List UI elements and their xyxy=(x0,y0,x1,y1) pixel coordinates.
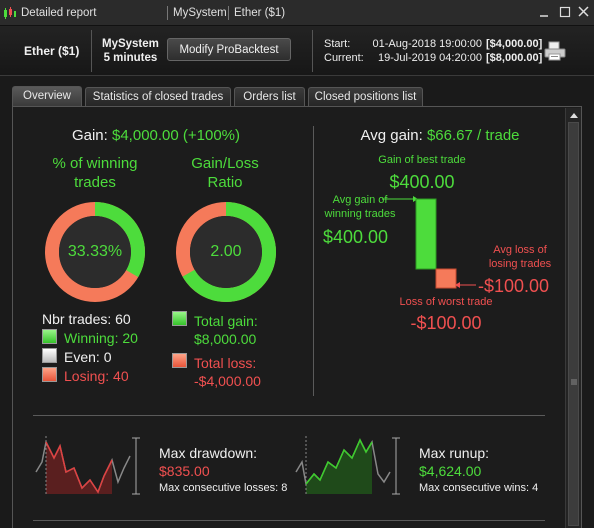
section-divider xyxy=(33,520,545,521)
max-drawdown-label: Max drawdown: xyxy=(159,445,258,461)
avg-loss-label-line: Avg loss of xyxy=(493,244,547,256)
start-date: 01-Aug-2018 19:00:00 xyxy=(372,38,482,50)
header-divider xyxy=(312,30,313,72)
ratio-arc xyxy=(176,202,276,302)
winning-legend-swatch xyxy=(42,329,57,344)
overview-panel xyxy=(12,106,582,528)
close-icon[interactable] xyxy=(576,4,592,20)
avg-gain-label: Avg gain: xyxy=(360,127,423,144)
candlestick-icon xyxy=(4,7,16,19)
avg-win-label: Avg gain of winning trades xyxy=(320,193,400,221)
avg-loss-label: Avg loss of losing trades xyxy=(470,243,570,271)
printer-icon[interactable] xyxy=(543,40,567,62)
current-label: Current: xyxy=(324,52,364,64)
gain-summary: Gain: $4,000.00 (+100%) xyxy=(0,127,312,144)
gain-label: Gain: xyxy=(71,127,108,144)
runup-chart xyxy=(295,436,400,496)
avg-win-bar xyxy=(415,198,437,270)
pointer-arrow xyxy=(455,282,460,288)
avg-win-label-line: winning trades xyxy=(324,208,396,220)
avg-loss-label-line: losing trades xyxy=(488,258,552,270)
current-date: 19-Jul-2019 04:20:00 xyxy=(378,52,482,64)
winning-arc xyxy=(45,202,145,302)
title-bar: Detailed report MySystem Ether ($1) xyxy=(0,0,594,26)
tab-overview[interactable]: Overview xyxy=(12,86,82,106)
gain-loss-ratio-donut xyxy=(176,202,276,302)
report-header: Ether ($1) MySystem 5 minutes Modify Pro… xyxy=(0,26,594,76)
modify-probacktest-button[interactable]: Modify ProBacktest xyxy=(167,38,291,61)
grip-icon xyxy=(571,379,577,385)
best-trade-value: $400.00 xyxy=(389,172,455,192)
winning-pct-value: 33.33% xyxy=(67,243,123,260)
scroll-up-icon[interactable] xyxy=(569,111,579,121)
winning-count: Winning: 20 xyxy=(64,330,138,346)
vertical-scrollbar[interactable] xyxy=(565,108,581,528)
title-instrument: Ether ($1) xyxy=(234,7,286,19)
tab-statistics-closed-trades[interactable]: Statistics of closed trades xyxy=(85,87,231,106)
start-label: Start: xyxy=(324,38,351,50)
gain-loss-bars xyxy=(382,196,476,289)
total-loss-swatch xyxy=(172,353,187,368)
max-drawdown-value: $835.00 xyxy=(159,463,210,479)
instrument-name: Ether ($1) xyxy=(24,44,80,58)
max-consecutive-wins: Max consecutive wins: 4 xyxy=(419,482,539,494)
avg-win-label-line: Avg gain of xyxy=(332,194,388,206)
nbr-trades: Nbr trades: 60 xyxy=(42,311,131,327)
ratio-title-line: Gain/Loss xyxy=(191,155,259,172)
system-info: MySystem 5 minutes xyxy=(102,37,159,65)
total-gain-value: $8,000.00 xyxy=(194,331,257,347)
runup-segment xyxy=(305,438,373,485)
scroll-thumb[interactable] xyxy=(568,122,579,526)
maximize-icon[interactable] xyxy=(557,4,573,20)
tab-orders-list[interactable]: Orders list xyxy=(234,87,305,106)
start-amount: [$4,000.00] xyxy=(486,38,543,50)
current-amount: [$8,000.00] xyxy=(486,52,543,64)
drawdown-segment xyxy=(45,441,113,494)
date-range: Start: 01-Aug-2018 19:00:00 [$4,000.00] Cu… xyxy=(324,37,542,65)
total-loss-value: -$4,000.00 xyxy=(194,373,261,389)
worst-trade-value: -$100.00 xyxy=(410,313,482,333)
total-gain-label: Total gain: xyxy=(194,313,258,329)
title-system: MySystem xyxy=(173,7,227,19)
title-separator xyxy=(167,6,168,20)
header-divider xyxy=(91,30,92,72)
avg-win-value: $400.00 xyxy=(323,227,389,247)
max-consecutive-losses: Max consecutive losses: 8 xyxy=(159,482,288,494)
section-divider xyxy=(313,126,314,396)
gain-loss-ratio-title: Gain/Loss Ratio xyxy=(160,154,290,192)
avg-gain-summary: Avg gain: $66.67 / trade xyxy=(314,127,566,144)
window-title: Detailed report xyxy=(21,7,97,19)
best-trade-label: Gain of best trade xyxy=(378,154,466,166)
tab-closed-positions-list[interactable]: Closed positions list xyxy=(308,87,423,106)
worst-trade-label: Loss of worst trade xyxy=(399,296,493,308)
minimize-icon[interactable] xyxy=(537,4,553,20)
avg-loss-value: -$100.00 xyxy=(478,276,550,296)
avg-loss-bar xyxy=(435,268,457,289)
even-legend-swatch xyxy=(42,348,57,363)
losing-legend-swatch xyxy=(42,367,57,382)
avg-gain-value: $66.67 / trade xyxy=(426,127,520,144)
winning-title-line: % of winning xyxy=(52,155,138,172)
total-gain-swatch xyxy=(172,311,187,326)
winning-trades-title: % of winning trades xyxy=(30,154,160,192)
total-gain: Total gain: $8,000.00 xyxy=(194,312,258,348)
system-name: MySystem xyxy=(102,38,159,50)
total-loss-label: Total loss: xyxy=(194,355,257,371)
max-runup-value: $4,624.00 xyxy=(419,463,482,479)
ratio-value: 2.00 xyxy=(210,243,242,260)
ratio-title-line: Ratio xyxy=(207,174,243,191)
max-runup-label: Max runup: xyxy=(419,445,490,461)
winning-title-line: trades xyxy=(74,174,116,191)
even-count: Even: 0 xyxy=(64,349,112,365)
winning-trades-donut xyxy=(45,202,145,302)
system-timeframe: 5 minutes xyxy=(103,52,158,64)
section-divider xyxy=(33,415,545,416)
title-separator xyxy=(228,6,229,20)
losing-count: Losing: 40 xyxy=(64,368,129,384)
total-loss: Total loss: -$4,000.00 xyxy=(194,354,261,390)
gain-value: $4,000.00 (+100%) xyxy=(112,127,241,144)
drawdown-chart xyxy=(35,436,140,496)
